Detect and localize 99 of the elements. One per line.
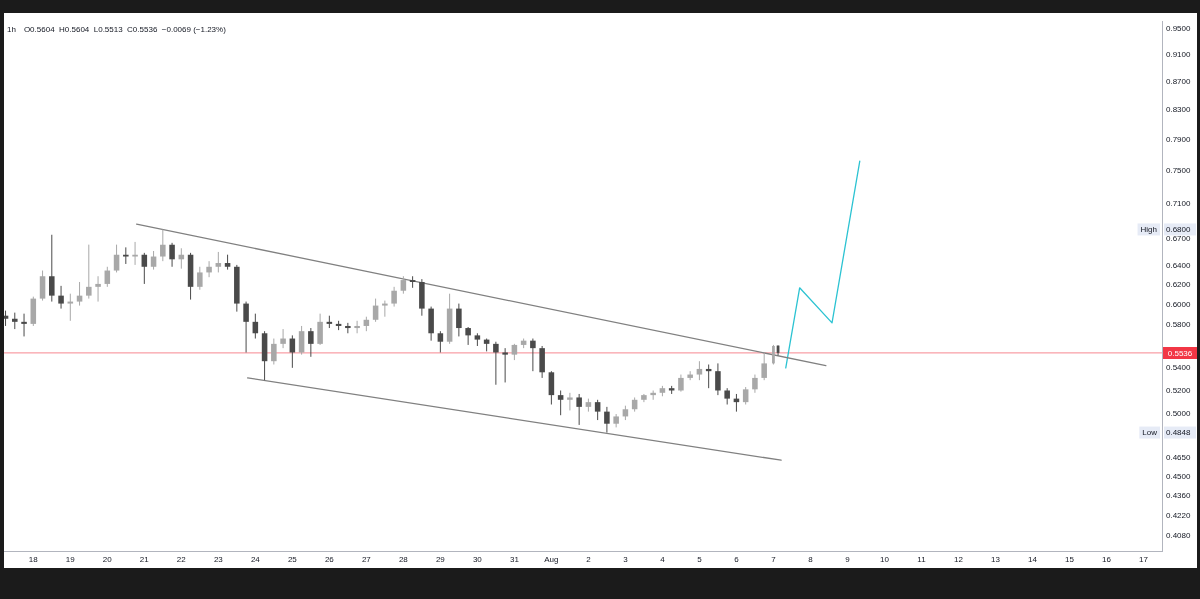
x-tick-label: 14 <box>1028 555 1038 564</box>
y-tick-label: 0.4360 <box>1166 491 1192 501</box>
candlestick <box>308 327 314 358</box>
y-tick-label: 0.4500 <box>1166 472 1192 482</box>
candlestick <box>557 389 564 416</box>
y-tick-label: 0.8700 <box>1166 76 1192 86</box>
candlestick <box>345 322 351 334</box>
candlestick <box>761 351 767 381</box>
text: O0.5604 H0.5604 L0.5513 C0.5536 −0.0069 (−1.23%) <box>23 25 227 34</box>
y-tick-label: 0.6400 <box>1166 261 1192 271</box>
candlestick <box>280 328 286 349</box>
candlestick <box>530 338 536 372</box>
candlestick <box>382 300 388 318</box>
x-tick-label: 28 <box>398 555 409 564</box>
y-tick-label: 0.4080 <box>1166 531 1192 541</box>
x-tick-label: 23 <box>213 555 224 564</box>
candlestick <box>206 260 212 278</box>
x-tick-label: 22 <box>176 555 187 564</box>
candlestick <box>132 241 138 266</box>
candlestick <box>548 370 555 405</box>
x-tick-label: 10 <box>880 555 890 564</box>
x-tick-label: 12 <box>954 555 964 564</box>
x-tick-label: 19 <box>65 555 76 564</box>
candlestick <box>594 399 601 421</box>
annotation: High <box>1140 225 1157 235</box>
candlestick <box>49 234 55 303</box>
candlestick <box>465 326 471 346</box>
x-tick-label: 8 <box>808 555 814 564</box>
y-tick-label: 0.6000 <box>1166 299 1192 309</box>
candlestick <box>243 301 249 353</box>
x-tick-label: 27 <box>361 555 372 564</box>
candlestick <box>437 330 444 353</box>
x-tick-label: 16 <box>1102 555 1112 564</box>
candlestick <box>752 374 758 394</box>
candlestick <box>604 406 610 434</box>
x-tick-label: 11 <box>917 555 927 564</box>
y-tick-label: 0.7100 <box>1166 198 1192 208</box>
y-tick-label: 0.4650 <box>1166 452 1192 462</box>
x-tick-label: 5 <box>697 555 703 564</box>
candlestick <box>271 338 277 366</box>
x-tick-label: 7 <box>771 555 777 564</box>
x-tick-label: 24 <box>250 555 261 564</box>
y-tick-label: 0.7900 <box>1166 134 1192 144</box>
candlestick <box>86 244 92 300</box>
y-tick-label: 0.6800 <box>1166 224 1192 234</box>
x-tick-label: 26 <box>324 555 335 564</box>
candlestick <box>493 341 499 386</box>
x-tick-label: 2 <box>586 555 592 564</box>
candlestick <box>169 242 175 268</box>
candlestick <box>95 275 101 303</box>
candlestick <box>197 266 203 291</box>
candlestick <box>391 286 397 308</box>
x-tick-label: 30 <box>472 555 483 564</box>
x-tick-label: 9 <box>845 555 851 564</box>
ref-line-label: 0.5536 <box>1167 348 1193 358</box>
y-tick-label: 0.9100 <box>1166 49 1192 59</box>
candlestick <box>67 293 74 322</box>
candlestick <box>76 281 83 307</box>
y-tick-label: 0.6700 <box>1166 233 1192 243</box>
annotation: Low <box>1142 428 1158 438</box>
y-tick-label: 0.6200 <box>1166 280 1192 290</box>
y-tick-label: 0.5000 <box>1166 409 1192 419</box>
y-tick-label: 0.5200 <box>1166 385 1192 395</box>
candlestick <box>354 320 360 334</box>
y-tick-label: 0.5800 <box>1166 320 1192 330</box>
candlestick <box>215 251 222 273</box>
candlestick <box>141 252 148 285</box>
candlestick <box>567 392 573 411</box>
candlestick <box>317 313 323 346</box>
x-tick-label: Aug <box>544 555 559 564</box>
candlestick <box>39 270 46 302</box>
y-tick-label: 0.8300 <box>1166 104 1192 114</box>
x-tick-label: 25 <box>287 555 298 564</box>
x-tick-label: 31 <box>509 555 520 564</box>
candlestick <box>456 303 462 337</box>
candlestick <box>502 347 508 383</box>
y-tick-label: 0.4848 <box>1166 427 1192 437</box>
x-tick-label: 29 <box>435 555 446 564</box>
candlestick <box>160 228 166 262</box>
candlestick <box>696 360 703 381</box>
candlestick <box>113 244 120 273</box>
candlestick <box>21 313 27 337</box>
candlestick <box>715 362 721 396</box>
x-tick-label: 13 <box>991 555 1001 564</box>
x-tick-label: 20 <box>102 555 113 564</box>
y-tick-label: 0.9500 <box>1166 23 1192 33</box>
y-tick-label: 0.7500 <box>1166 165 1192 175</box>
x-tick-label: 15 <box>1065 555 1075 564</box>
y-tick-label: 0.5400 <box>1166 363 1192 373</box>
y-tick-label: 0.4220 <box>1166 511 1192 521</box>
x-tick-label: 18 <box>28 555 39 564</box>
x-tick-label: 6 <box>734 555 740 564</box>
candlestick <box>58 285 64 310</box>
x-tick-label: 17 <box>1139 555 1149 564</box>
text: 1h <box>7 25 16 34</box>
x-tick-label: 4 <box>660 555 666 564</box>
x-tick-label: 3 <box>623 555 629 564</box>
candlestick <box>576 393 582 426</box>
x-tick-label: 21 <box>139 555 150 564</box>
